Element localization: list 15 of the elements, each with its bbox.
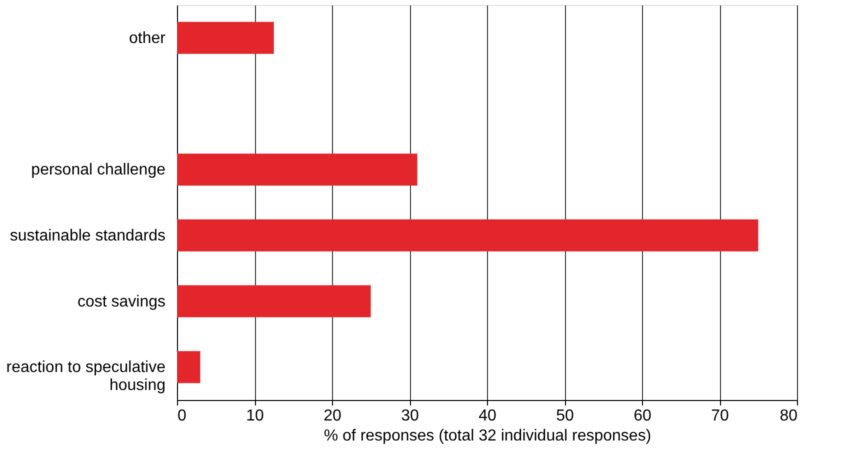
y-tick-label: personal challenge: [31, 162, 166, 179]
y-tick-label: cost savings: [77, 293, 166, 310]
y-tick-label: reaction to speculative housing: [6, 359, 166, 394]
x-tick-label: 40: [478, 408, 496, 424]
x-tick-label: 50: [556, 408, 574, 424]
x-tick-label: 80: [780, 408, 798, 424]
x-tick-label: 0: [178, 408, 186, 424]
x-tick-label: 20: [324, 408, 342, 424]
y-tick-label: other: [129, 30, 166, 47]
y-tick-label: sustainable standards: [10, 227, 166, 244]
x-tick-label: 30: [401, 408, 419, 424]
x-axis-title: % of responses (total 32 individual responses): [324, 428, 652, 444]
x-tick-label: 10: [246, 408, 264, 424]
x-tick-label: 70: [711, 408, 729, 424]
x-tick-label: 60: [634, 408, 652, 424]
